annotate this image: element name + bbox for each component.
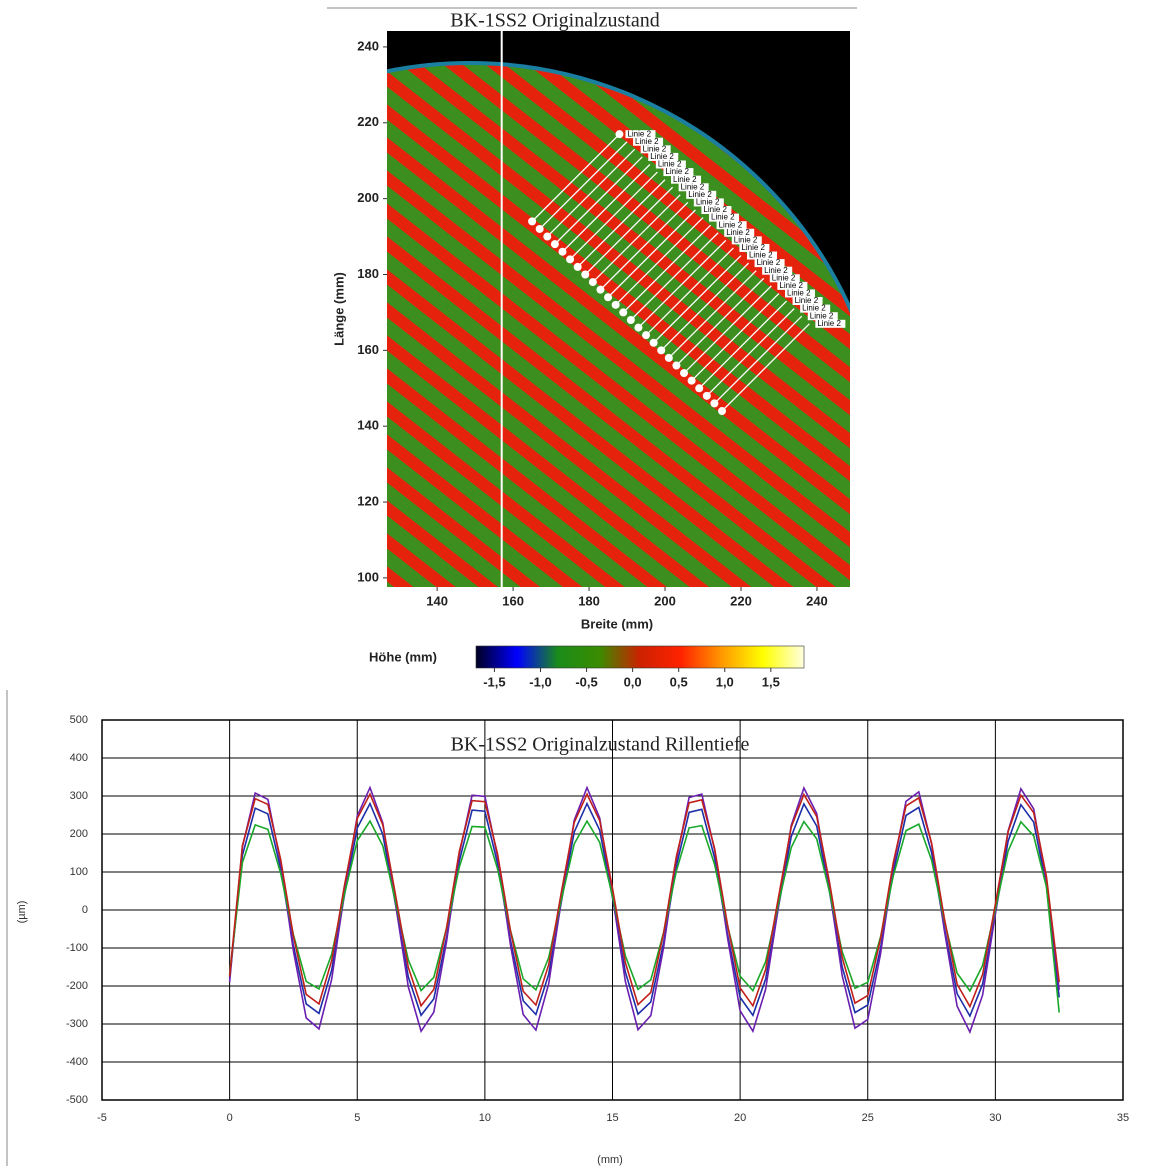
line-start	[688, 377, 696, 385]
line-start	[589, 278, 597, 286]
line-start	[695, 384, 703, 392]
y-tick-label: -300	[66, 1018, 88, 1030]
line-start	[574, 263, 582, 271]
page: BK-1SS2 Originalzustand Breite (mm) Läng…	[0, 0, 1167, 1166]
x-tick-label: 160	[502, 593, 524, 608]
line-start	[680, 369, 688, 377]
y-tick-label: 140	[357, 418, 379, 433]
x-tick-label: 5	[354, 1112, 360, 1124]
colorbar-tick-label: -0,5	[575, 674, 597, 689]
line-start	[596, 286, 604, 294]
x-axis-label: Breite (mm)	[581, 616, 653, 631]
line-label: Linie 2	[817, 319, 841, 328]
y-tick-label: 100	[357, 569, 379, 584]
line-start	[612, 301, 620, 309]
line-start	[581, 270, 589, 278]
y-tick-label: 100	[70, 866, 88, 878]
y-tick-label: 0	[82, 904, 88, 916]
x-tick-label: 220	[730, 593, 752, 608]
x-tick-label: 200	[654, 593, 676, 608]
line-start	[543, 233, 551, 241]
x-tick-label: 140	[426, 593, 448, 608]
colorbar-tick-label: 1,5	[762, 674, 780, 689]
y-tick-label: 200	[70, 828, 88, 840]
y-tick-label: 160	[357, 342, 379, 357]
x-tick-label: 20	[734, 1112, 746, 1124]
line-start	[566, 255, 574, 263]
colorbar-tick-label: 0,0	[624, 674, 642, 689]
colorbar	[476, 646, 804, 668]
x-tick-label: 0	[227, 1112, 233, 1124]
series-line	[230, 821, 1060, 1013]
x-tick-label: 15	[606, 1112, 618, 1124]
y-tick-label: 500	[70, 714, 88, 726]
y-tick-label: 300	[70, 790, 88, 802]
line-start	[672, 362, 680, 370]
y-tick-label: 240	[357, 38, 379, 53]
line-start	[619, 308, 627, 316]
x-tick-label: 30	[989, 1112, 1001, 1124]
line-start	[703, 392, 711, 400]
surface-image	[53, 31, 887, 897]
x-tick-label: 10	[479, 1112, 491, 1124]
line-start	[604, 293, 612, 301]
colorbar-tick-label: -1,5	[483, 674, 505, 689]
x-tick-label: 25	[862, 1112, 874, 1124]
y-tick-label: 120	[357, 493, 379, 508]
line-start	[634, 324, 642, 332]
x-tick-label: 240	[806, 593, 828, 608]
y-tick-label: -100	[66, 942, 88, 954]
line-start	[551, 240, 559, 248]
colorbar-tick-label: 0,5	[670, 674, 688, 689]
y-tick-label: -500	[66, 1094, 88, 1106]
line-start	[558, 248, 566, 256]
x-tick-label: 180	[578, 593, 600, 608]
x-tick-label: 35	[1117, 1112, 1129, 1124]
x-tick-label: -5	[97, 1112, 107, 1124]
y-tick-label: 180	[357, 266, 379, 281]
y-tick-label: -200	[66, 980, 88, 992]
line-start	[650, 339, 658, 347]
y-axis-label: (µm)	[16, 901, 28, 924]
y-axis-label: Länge (mm)	[331, 272, 346, 346]
y-tick-label: 400	[70, 752, 88, 764]
chart-title: BK-1SS2 Originalzustand Rillentiefe	[451, 734, 750, 756]
x-axis-label: (mm)	[597, 1154, 623, 1166]
series-line	[230, 794, 1060, 1006]
line-start	[718, 407, 726, 415]
y-tick-label: -400	[66, 1056, 88, 1068]
colorbar-tick-label: 1,0	[716, 674, 734, 689]
line-end	[615, 130, 623, 138]
y-tick-label: 200	[357, 190, 379, 205]
line-start	[627, 316, 635, 324]
colorbar-tick-label: -1,0	[529, 674, 551, 689]
line-start	[528, 217, 536, 225]
line-start	[710, 399, 718, 407]
colorbar-label: Höhe (mm)	[369, 649, 437, 664]
chart-title: BK-1SS2 Originalzustand	[450, 10, 659, 32]
line-start	[642, 331, 650, 339]
line-start	[657, 346, 665, 354]
line-start	[536, 225, 544, 233]
line-start	[665, 354, 673, 362]
y-tick-label: 220	[357, 114, 379, 129]
